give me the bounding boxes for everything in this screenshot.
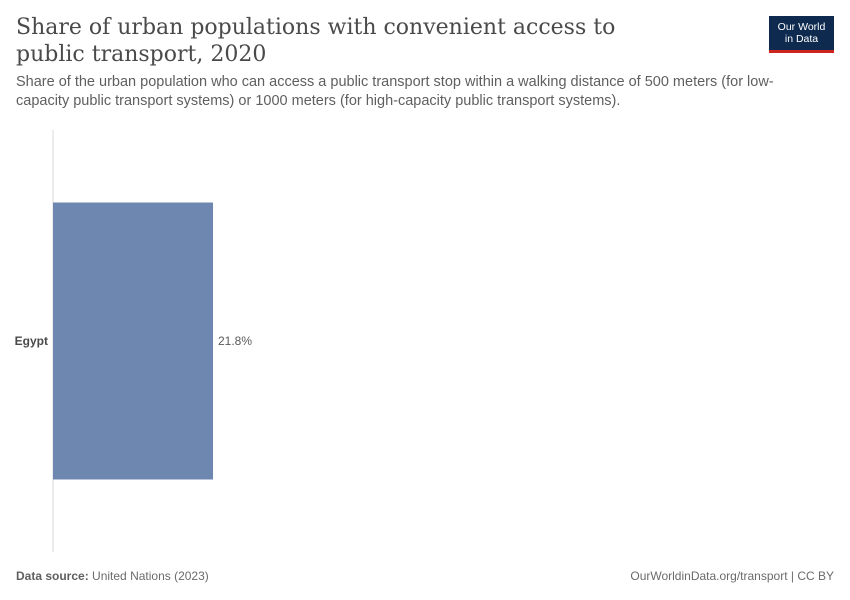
owid-logo[interactable]: Our World in Data [769,16,834,53]
chart-subtitle: Share of the urban population who can ac… [16,74,774,109]
data-source-value: United Nations (2023) [92,569,209,583]
category-label: Egypt [15,334,48,348]
footer-link[interactable]: OurWorldinData.org/transport | CC BY [630,569,834,583]
logo-line-1: Our World [777,21,826,33]
logo-line-2: in Data [784,33,819,45]
data-source: Data source: United Nations (2023) [16,569,209,583]
bar-egypt[interactable] [53,202,213,480]
bar-chart: Egypt 21.8% [15,130,252,552]
footer: Data source: United Nations (2023) OurWo… [16,569,834,583]
value-label: 21.8% [218,334,252,348]
data-source-label: Data source: [16,569,89,583]
chart-title: Share of urban populations with convenie… [16,15,616,67]
